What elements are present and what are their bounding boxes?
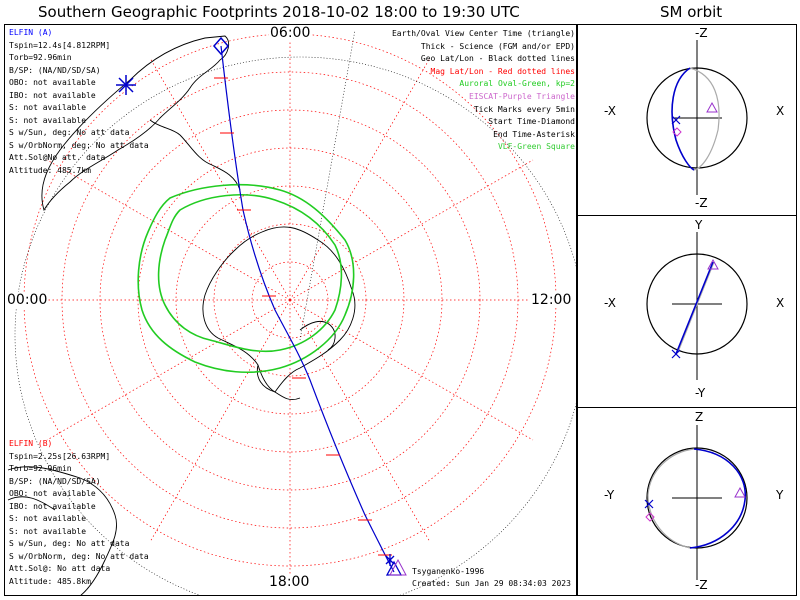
- legend: Earth/Oval View Center Time (triangle) Th…: [392, 28, 575, 154]
- credit: Tsyganenko-1996 Created: Sun Jan 29 08:3…: [412, 566, 571, 590]
- elfin-b-line: B/SP: (NA/ND/SD/SA): [9, 476, 101, 486]
- continents: [7, 35, 356, 595]
- start-diamond: [213, 36, 229, 56]
- eiscat-triangle: [389, 558, 407, 576]
- legend-entry: Geo Lat/Lon - Black dotted lines: [420, 54, 575, 64]
- elfin-a-line: S w/Sun, deg: No att data: [9, 128, 130, 137]
- geo-grid: [14, 29, 576, 595]
- elfin-b-line: OBO: not available: [9, 489, 96, 498]
- elfin-a-track: [220, 45, 395, 573]
- elfin-a-line: OBO: not available: [9, 78, 96, 87]
- orbit-1-left-label: -X: [604, 104, 616, 118]
- elfin-a-line: Tspin=12.4s[4.812RPM]: [9, 40, 111, 50]
- mlt-label-left: 00:00: [6, 292, 49, 308]
- orbit-2-top-label: Y: [695, 218, 703, 232]
- elfin-a-line: IBO: not available: [9, 90, 96, 100]
- mlt-label-bottom: 18:00: [268, 574, 311, 590]
- mlt-label-right: 12:00: [530, 292, 573, 308]
- legend-entry: Earth/Oval View Center Time (triangle): [391, 29, 575, 38]
- mag-lon-radials: [10, 25, 570, 580]
- elfin-a-lines: Tspin=12.4s[4.812RPM] Torb=92.96min B/SP: …: [9, 40, 149, 178]
- orbit-1-right-label: X: [776, 104, 785, 118]
- blue-asterisk-marker: [116, 75, 136, 95]
- elfin-a-line: S w/OrbNorm, deg: No att data: [9, 140, 149, 150]
- elfin-b-line: S: not available: [9, 526, 87, 536]
- elfin-a-line: S: not available: [9, 115, 87, 125]
- created-credit: Created: Sun Jan 29 08:34:03 2023: [412, 579, 571, 588]
- model-credit: Tsyganenko-1996: [412, 567, 485, 576]
- legend-entry: Mag Lat/Lon - Red dotted lines: [430, 66, 576, 76]
- orbit-3-left-label: -Y: [604, 488, 615, 502]
- legend-entry: End Time-Asterisk: [493, 129, 575, 139]
- elfin-a-info: ELFIN (A) Tspin=12.4s[4.812RPM] Torb=92.9…: [9, 27, 149, 177]
- page-title: Southern Geographic Footprints 2018-10-0…: [38, 3, 520, 21]
- orbit-panel-1: [646, 40, 748, 195]
- elfin-a-line: S: not available: [9, 103, 87, 112]
- mlt-label-top: 06:00: [269, 25, 312, 41]
- map-frame: [4, 24, 577, 596]
- orbit-2-right-label: X: [776, 296, 785, 310]
- legend-entry: VLF-Green Square: [497, 142, 575, 152]
- orbit-panel-3: [644, 425, 748, 580]
- legend-entry: Auroral Oval-Green, kp=2: [459, 79, 575, 89]
- orbit-2-left-label: -X: [604, 296, 616, 310]
- elfin-b-line: Altitude: 485.8km: [9, 576, 91, 586]
- elfin-a-line: Altitude: 485.7km: [9, 165, 91, 175]
- elfin-b-line: S w/OrbNorm, deg: No att data: [9, 551, 149, 561]
- legend-entry: Start Time-Diamond: [488, 117, 575, 127]
- legend-entry: EISCAT-Purple Triangle: [469, 91, 575, 101]
- orbit-2-bottom-label: -Y: [695, 386, 706, 400]
- orbit-3-top-label: Z: [695, 410, 704, 424]
- auroral-oval: [137, 183, 355, 374]
- orbit-panel-3-frame: [577, 407, 797, 596]
- orbit-panel-2: [646, 232, 748, 380]
- elfin-a-line: Att.Sol@No att. data: [9, 153, 106, 162]
- elfin-b-line: Torb=92.96min: [9, 464, 72, 473]
- track-tick-marks: [214, 77, 392, 556]
- elfin-a-line: Torb=92.96min: [9, 53, 72, 62]
- elfin-b-line: S w/Sun, deg: No att data: [9, 539, 130, 548]
- elfin-b-line: IBO: not available: [9, 501, 96, 511]
- orbit-title: SM orbit: [660, 3, 723, 21]
- elfin-b-line: Tspin=2.25s[26.63RPM]: [9, 451, 111, 461]
- elfin-a-name: ELFIN (A): [9, 28, 53, 37]
- legend-entry: Tick Marks every 5min: [473, 104, 575, 114]
- end-asterisk: [385, 554, 395, 566]
- orbit-1-bottom-label: -Z: [695, 196, 708, 210]
- elfin-a-line: B/SP: (NA/ND/SD/SA): [9, 65, 101, 75]
- orbit-3-right-label: Y: [776, 488, 784, 502]
- legend-entry: Thick - Science (FGM and/or EPD): [420, 41, 575, 51]
- orbit-1-top-label: -Z: [695, 26, 708, 40]
- elfin-b-line: S: not available: [9, 514, 87, 523]
- orbit-3-bottom-label: -Z: [695, 578, 708, 592]
- elfin-b-name: ELFIN (B): [9, 439, 53, 448]
- elfin-b-info: ELFIN (B) Tspin=2.25s[26.63RPM] Torb=92.9…: [9, 438, 149, 588]
- elfin-b-line: Att.Sol@: No att data: [9, 564, 111, 573]
- elfin-b-lines: Tspin=2.25s[26.63RPM] Torb=92.96min B/SP: …: [9, 451, 149, 589]
